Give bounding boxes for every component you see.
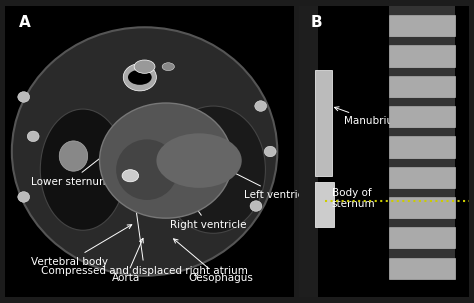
Circle shape [134,60,155,73]
Ellipse shape [122,170,138,182]
Bar [389,248,455,258]
Text: Left ventricle: Left ventricle [207,159,313,200]
Bar [315,182,334,227]
Bar [389,106,455,127]
Bar [389,227,455,248]
Bar [389,167,455,188]
Ellipse shape [250,201,262,211]
Text: Oesophagus: Oesophagus [173,239,253,283]
Ellipse shape [59,141,88,171]
Ellipse shape [18,192,29,202]
Text: B: B [310,15,322,30]
Bar [389,36,455,45]
Ellipse shape [161,106,265,233]
Bar [389,188,455,197]
Ellipse shape [123,64,156,91]
Bar [389,45,455,67]
Bar [389,218,455,227]
Circle shape [128,70,152,85]
Circle shape [162,63,174,71]
Circle shape [156,133,242,188]
Bar [389,158,455,167]
Bar [389,127,455,136]
Text: Body of
sternum: Body of sternum [332,188,375,209]
Text: Right ventricle: Right ventricle [170,176,247,230]
Text: Lower sternum: Lower sternum [31,136,129,187]
Bar [389,6,455,15]
Bar [389,67,455,76]
Text: A: A [19,15,31,30]
Bar [389,76,455,97]
Ellipse shape [18,92,29,102]
Bar [5,6,294,297]
Ellipse shape [100,103,232,218]
Ellipse shape [40,109,126,230]
Text: Manubrium: Manubrium [335,107,403,126]
Text: Aorta: Aorta [111,238,143,283]
Ellipse shape [27,131,39,142]
Bar [389,197,455,218]
Bar [389,15,455,36]
Bar [315,70,332,176]
Ellipse shape [255,101,267,111]
Text: Compressed and displaced right atrium: Compressed and displaced right atrium [41,155,248,276]
Ellipse shape [12,27,277,276]
Bar [389,136,455,158]
Bar [389,97,455,106]
Bar [299,6,318,297]
Ellipse shape [116,139,178,200]
Text: Vertebral body: Vertebral body [31,225,132,267]
Bar [389,258,455,279]
Bar [299,6,469,297]
Ellipse shape [264,146,276,157]
